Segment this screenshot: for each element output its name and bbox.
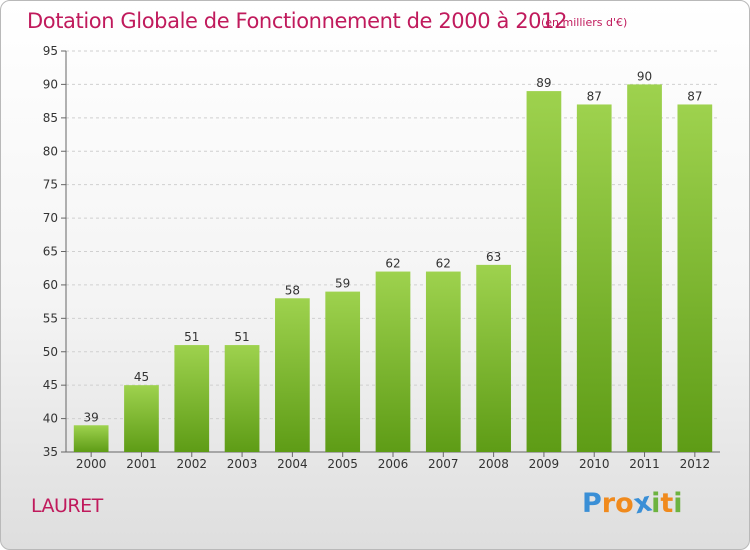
y-tick-label: 70 [43,211,58,225]
y-tick-label: 60 [43,278,58,292]
bar [375,271,411,452]
logo-letter: i [673,488,683,519]
y-tick-label: 40 [43,412,58,426]
logo-letter: P [582,488,602,519]
bar [576,104,612,452]
logo-letter: r [601,488,616,519]
data-label: 89 [536,76,551,90]
y-tick-label: 65 [43,245,58,259]
data-label: 62 [436,257,451,271]
bar [425,271,461,452]
data-label: 45 [134,370,149,384]
logo-letter: t [660,488,674,519]
y-tick-label: 85 [43,111,58,125]
data-label: 87 [687,89,702,103]
x-tick-label: 2001 [126,457,157,471]
x-tick-label: 2010 [579,457,610,471]
data-label: 62 [385,257,400,271]
x-tick-label: 2002 [176,457,207,471]
y-tick-label: 55 [43,311,58,325]
data-label: 90 [637,69,652,83]
data-label: 51 [184,330,199,344]
bar [224,345,260,452]
bar [124,385,159,452]
data-label: 63 [486,250,501,264]
bar [526,91,562,452]
x-tick-label: 2000 [76,457,107,471]
bar [275,298,310,452]
bar [174,345,210,452]
x-tick-label: 2007 [428,457,459,471]
y-tick-label: 75 [43,178,58,192]
x-tick-label: 2012 [680,457,711,471]
x-tick-label: 2005 [327,457,358,471]
data-label: 87 [587,89,602,103]
bar [677,104,713,452]
y-tick-label: 50 [43,345,58,359]
y-tick-label: 90 [43,77,58,91]
bar [476,264,511,452]
y-tick-label: 80 [43,144,58,158]
data-label: 59 [335,277,350,291]
data-label: 58 [285,283,300,297]
y-tick-label: 35 [43,445,58,459]
data-label: 51 [234,330,249,344]
x-tick-label: 2004 [277,457,308,471]
bar [325,291,361,452]
x-tick-label: 2003 [227,457,258,471]
x-tick-label: 2011 [629,457,660,471]
logo-letter: i [651,488,661,519]
bar [73,425,109,452]
y-tick-label: 45 [43,378,58,392]
y-tick-label: 95 [43,44,58,58]
x-tick-label: 2006 [378,457,409,471]
bar [627,84,662,453]
logo-letter: o [615,488,634,519]
proxiti-logo: Proxiti [582,487,683,521]
x-tick-label: 2008 [478,457,509,471]
x-tick-label: 2009 [529,457,560,471]
chart-subtitle: (en milliers d'€) [541,16,628,29]
data-label: 39 [84,410,99,424]
chart-title: Dotation Globale de Fonctionnement de 20… [27,9,568,33]
commune-name: LAURET [31,495,103,517]
